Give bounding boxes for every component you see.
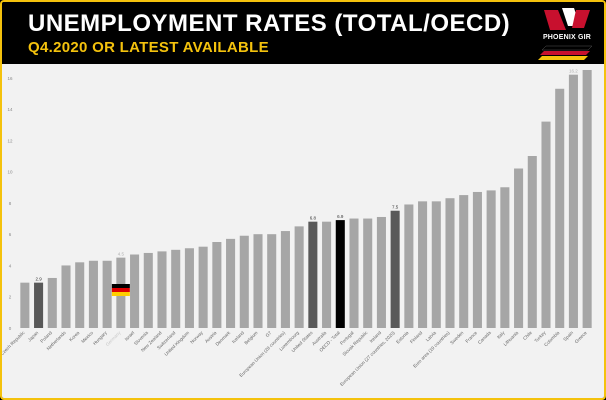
logo-emblem-icon	[538, 8, 593, 60]
bar-israel	[130, 254, 140, 328]
y-tick-label: 12	[7, 138, 13, 143]
bar-canada	[486, 190, 496, 328]
bar-hungary	[102, 260, 112, 328]
x-tick-label-finland: Finland	[409, 330, 424, 345]
logo-text: PHOENIX GIR	[542, 34, 592, 41]
bar-norway	[198, 246, 208, 328]
bar-estonia	[404, 204, 414, 328]
x-tick-label-italy: Italy	[496, 330, 506, 340]
data-label-germany: 4.5	[118, 252, 125, 257]
chart-header: UNEMPLOYMENT RATES (TOTAL/OECD) Q4.2020 …	[2, 2, 604, 64]
y-tick-label: 14	[7, 107, 13, 112]
x-tick-label-germany: Germany	[105, 330, 122, 347]
x-tick-label-israel: Israel	[124, 330, 135, 341]
bar-korea	[75, 262, 85, 328]
bar-ireland	[376, 216, 386, 328]
x-tick-label-japan: Japan	[27, 330, 40, 343]
bar-austria	[212, 242, 222, 328]
bar-g7	[267, 234, 277, 328]
bar-denmark	[226, 238, 236, 328]
bar-united-kingdom	[184, 248, 194, 328]
x-tick-label-sweden: Sweden	[449, 330, 465, 346]
bar-netherlands	[61, 265, 71, 328]
bar-united-states	[308, 221, 318, 328]
y-tick-label: 16	[7, 76, 13, 81]
x-tick-label-belgium: Belgium	[243, 330, 258, 345]
flag-stripe	[111, 288, 130, 292]
x-tick-label-lithuania: Lithuania	[503, 330, 520, 347]
flag-stripe	[111, 284, 130, 288]
bar-switzerland	[171, 249, 181, 328]
bar-spain	[568, 74, 578, 328]
y-tick-label: 0	[9, 326, 12, 331]
y-tick-label: 6	[9, 232, 12, 237]
bar-czech-republic	[20, 282, 30, 328]
bar-european-union-28-countries	[280, 231, 290, 328]
bar-portugal	[349, 218, 359, 328]
x-tick-label-korea: Korea	[68, 330, 81, 343]
bar-oecd-total	[335, 220, 345, 328]
bar-finland	[418, 201, 428, 328]
bar-belgium	[253, 234, 263, 328]
plot-area: 0 2 4 6 8 10 12 14 16 Czech Republic 2.9 Japan Polan…	[2, 64, 604, 398]
x-tick-label-united-kingdom: United Kingdom	[163, 330, 190, 357]
bar-sweden	[459, 195, 469, 328]
data-label-united-states: 6.8	[310, 216, 317, 221]
bar-greece	[582, 70, 592, 328]
x-tick-label-canada: Canada	[477, 330, 492, 345]
data-label-european-union-27-countries-2020: 7.5	[392, 205, 399, 210]
x-tick-label-greece: Greece	[574, 330, 589, 345]
data-label-oecd-total: 6.9	[337, 214, 344, 219]
brand-logo: PHOENIX GIR	[536, 6, 598, 62]
bar-euro-area-19-countries	[445, 198, 455, 328]
bar-lithuania	[514, 168, 524, 328]
y-tick-label: 4	[9, 263, 12, 268]
data-label-japan: 2.9	[35, 277, 42, 282]
bar-australia	[322, 221, 332, 328]
bar-mexico	[88, 260, 98, 328]
bar-iceland	[239, 235, 249, 328]
bar-france	[472, 191, 482, 328]
x-tick-label-estonia: Estonia	[395, 330, 410, 345]
x-tick-label-latvia: Latvia	[425, 330, 438, 343]
y-tick-label: 2	[9, 295, 12, 300]
bar-luxembourg	[294, 226, 304, 328]
x-tick-label-european-union-28-countries: European Union (28 countries)	[238, 330, 286, 378]
x-tick-label-g7: G7	[265, 330, 273, 338]
x-tick-label-spain: Spain	[562, 330, 574, 342]
bar-european-union-27-countries-2020	[390, 210, 400, 328]
bar-colombia	[555, 88, 565, 328]
y-tick-label: 10	[7, 170, 13, 175]
bar-turkey	[541, 121, 551, 328]
x-tick-label-czech-republic: Czech Republic	[2, 330, 26, 357]
data-label-spain: 16.2	[569, 69, 578, 74]
x-tick-label-denmark: Denmark	[215, 330, 232, 347]
bar-italy	[500, 187, 510, 328]
bar-japan	[34, 282, 44, 328]
bar-slovenia	[143, 252, 153, 328]
bar-poland	[47, 277, 57, 328]
flag-stripe	[111, 292, 130, 296]
chart-subtitle: Q4.2020 OR LATEST AVAILABLE	[28, 39, 269, 56]
bar-slovak-republic	[363, 218, 373, 328]
bar-latvia	[431, 201, 441, 328]
bar-chile	[527, 156, 537, 328]
x-tick-label-norway: Norway	[189, 330, 204, 345]
germany-flag-icon	[111, 284, 130, 296]
bar-new-zealand	[157, 251, 167, 328]
x-tick-label-slovak-republic: Slovak Republic	[342, 330, 369, 357]
x-tick-label-chile: Chile	[522, 330, 533, 341]
chart-title: UNEMPLOYMENT RATES (TOTAL/OECD)	[28, 10, 511, 37]
y-tick-label: 8	[9, 201, 12, 206]
x-tick-label-colombia: Colombia	[543, 330, 561, 348]
